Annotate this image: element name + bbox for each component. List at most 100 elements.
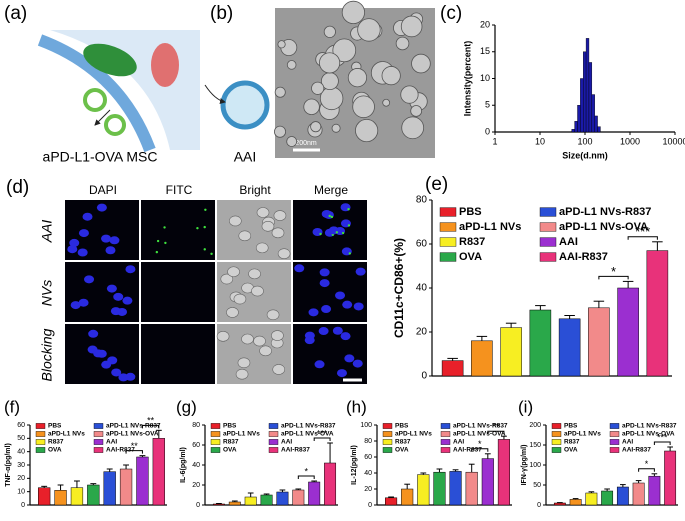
y-tick-label: 5 — [485, 100, 490, 110]
fitc-signal — [319, 232, 322, 236]
legend-label: aPD-L1 NVs — [395, 431, 432, 438]
y-tick-label: 100 — [360, 422, 372, 429]
y-tick-label: 20 — [480, 19, 490, 29]
nucleus — [69, 238, 80, 247]
legend-swatch — [440, 423, 451, 429]
legend-label: PBS — [395, 423, 409, 430]
legend-label: aPD-L1 NVs-OVA — [622, 431, 675, 438]
scale-text: 200nm — [295, 140, 317, 147]
vesicle — [310, 121, 322, 133]
fitc-signal — [203, 225, 206, 229]
panel-label: (h) — [346, 397, 367, 416]
nucleus — [96, 203, 107, 212]
bar — [646, 250, 669, 377]
column-header: Bright — [239, 183, 271, 197]
cell — [226, 307, 239, 318]
vesicle — [400, 15, 423, 38]
significance-label: * — [304, 466, 308, 476]
bar — [481, 458, 494, 506]
vesicle — [355, 118, 379, 143]
column-header: FITC — [166, 183, 193, 197]
legend-label: aPD-L1 NVs-R837 — [559, 206, 651, 218]
cell — [266, 309, 280, 321]
bar — [401, 488, 414, 506]
cell — [277, 248, 291, 260]
legend-swatch — [268, 439, 279, 445]
histogram-bar — [588, 62, 593, 133]
x-tick-label: 10000 — [662, 136, 685, 146]
significance-bracket — [297, 475, 315, 479]
cell — [227, 266, 240, 278]
legend-swatch — [210, 439, 221, 445]
legend-swatch — [268, 423, 279, 429]
bar — [497, 439, 510, 506]
vesicle — [400, 85, 419, 104]
bar — [324, 462, 337, 506]
legend-label: AAI-R837 — [453, 447, 482, 454]
legend-swatch — [439, 237, 457, 247]
x-tick-label: 1 — [492, 136, 497, 146]
illustration-label: aPD-L1-OVA MSC — [43, 149, 158, 165]
legend-label: aPD-L1 NVs-R837 — [453, 423, 508, 430]
bar — [632, 482, 645, 506]
legend-swatch — [551, 447, 562, 453]
y-tick-label: 10 — [17, 489, 25, 496]
x-axis-label: Size(d.nm) — [562, 150, 608, 160]
fitc-signal — [164, 241, 167, 245]
bar — [38, 487, 51, 506]
legend-swatch — [382, 423, 393, 429]
y-axis-label: Intensity(percent) — [462, 41, 472, 117]
bar — [119, 468, 133, 506]
legend-label: R837 — [564, 439, 580, 446]
nucleus — [340, 332, 351, 341]
legend-label: PBS — [564, 423, 578, 430]
cell — [248, 268, 261, 280]
histogram-bar — [574, 121, 578, 133]
nucleus — [308, 308, 319, 317]
nucleus — [352, 359, 363, 368]
significance-bracket — [627, 236, 658, 240]
vesicle — [357, 18, 381, 42]
legend-label: aPD-L1 NVs — [223, 431, 260, 438]
legend-swatch — [35, 423, 46, 429]
nucleus — [318, 327, 329, 336]
vesicle — [319, 52, 341, 74]
legend-swatch — [539, 222, 557, 232]
nucleus — [78, 298, 89, 307]
legend-swatch — [210, 431, 221, 437]
legend-swatch — [35, 431, 46, 437]
micrograph — [293, 262, 367, 322]
fitc-signal — [335, 231, 339, 234]
y-tick-label: 150 — [529, 442, 541, 449]
fitc-signal — [196, 226, 199, 230]
y-axis-label: CD11c+CD86+(%) — [392, 238, 406, 338]
y-tick-label: 20 — [192, 482, 200, 489]
vesicle — [395, 36, 410, 51]
cell — [216, 331, 230, 342]
micrograph — [141, 200, 215, 260]
significance-label: *** — [317, 428, 328, 438]
cell — [220, 273, 234, 285]
legend-label: PBS — [223, 423, 237, 430]
bar — [449, 471, 462, 506]
bar — [558, 318, 581, 377]
legend-label: aPD-L1 NVs-OVA — [281, 431, 334, 438]
y-tick-label: 80 — [192, 422, 200, 429]
legend-label: aPD-L1 NVs-R837 — [281, 423, 336, 430]
nucleus — [125, 372, 136, 381]
vesicle — [347, 68, 368, 88]
panel-label: (i) — [518, 397, 533, 416]
bar — [308, 481, 321, 506]
nucleus — [125, 265, 136, 274]
nucleus — [84, 275, 95, 284]
nucleus — [314, 360, 325, 369]
histogram-bar — [597, 126, 601, 133]
legend-label: OVA — [564, 447, 578, 454]
significance-bracket — [125, 450, 143, 454]
legend-swatch — [210, 447, 221, 453]
nucleus — [294, 264, 305, 273]
bar — [588, 307, 610, 377]
y-tick-label: 15 — [480, 46, 490, 56]
legend-label: OVA — [48, 447, 62, 454]
vesicle — [277, 40, 286, 49]
